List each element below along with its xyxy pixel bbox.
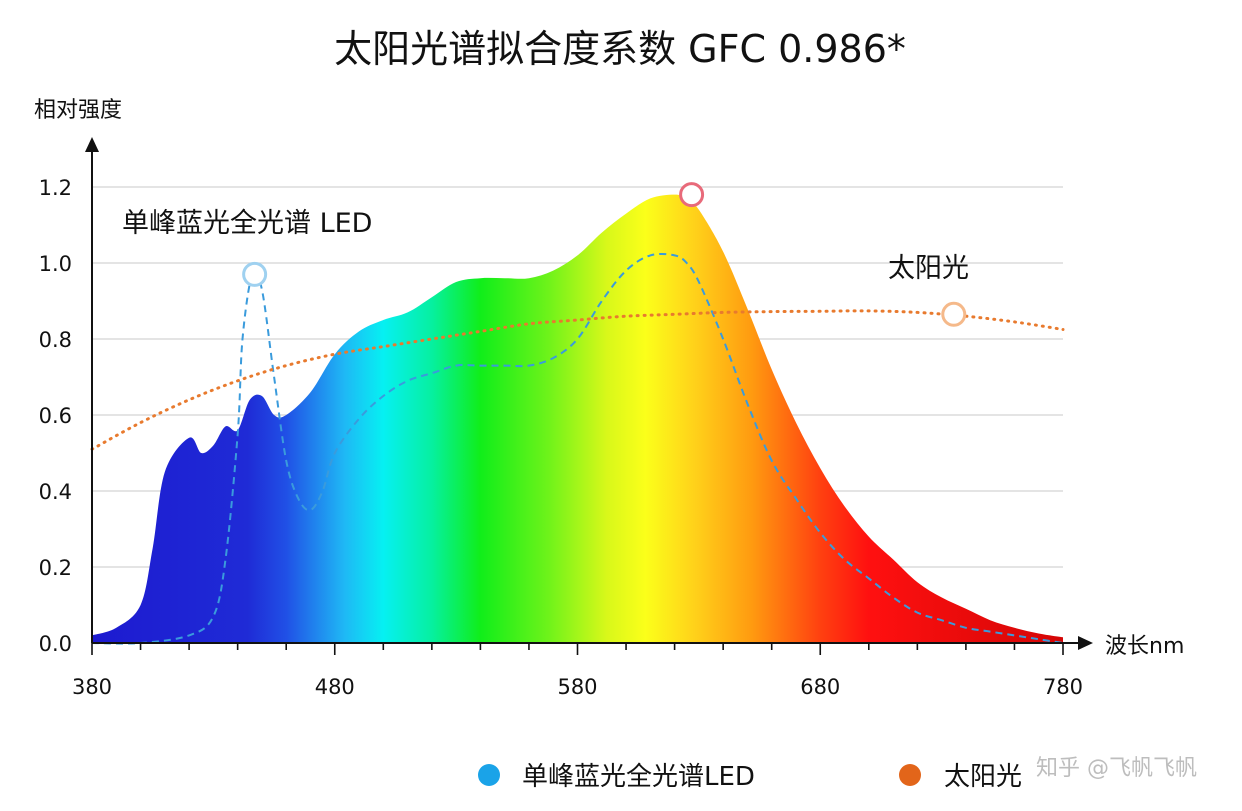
tick-labels: 0.0 0.2 0.4 0.6 0.8 1.0 1.2 380 480 580 680 780: [39, 176, 1083, 699]
legend-swatch-led: [478, 764, 500, 786]
y-tick-label: 1.0: [39, 252, 72, 276]
legend-label-led: 单峰蓝光全光谱LED: [522, 762, 755, 792]
annotation-sunlight: 太阳光: [888, 253, 969, 284]
y-axis-arrow: [85, 137, 99, 152]
peak-marker-0: [242, 261, 268, 287]
x-axis-label: 波长nm: [1105, 634, 1184, 659]
y-tick-label: 0.0: [39, 632, 72, 656]
x-tick-label: 480: [315, 675, 355, 699]
peak-marker-2: [941, 301, 967, 327]
axes: [85, 137, 1093, 655]
y-tick-label: 0.4: [39, 480, 72, 504]
y-tick-label: 0.2: [39, 556, 72, 580]
y-axis-label: 相对强度: [34, 98, 122, 123]
x-tick-label: 580: [557, 675, 597, 699]
spectrum-area: [92, 194, 1063, 643]
y-tick-label: 1.2: [39, 176, 72, 200]
series-line-sunlight: [90, 309, 1065, 451]
annotation-led: 单峰蓝光全光谱 LED: [122, 208, 372, 239]
legend-swatch-sunlight: [899, 764, 921, 786]
x-axis-arrow: [1078, 636, 1093, 650]
legend: 单峰蓝光全光谱LED 太阳光: [478, 762, 1022, 792]
x-tick-label: 680: [800, 675, 840, 699]
legend-label-sunlight: 太阳光: [944, 762, 1022, 792]
chart-title: 太阳光谱拟合度系数 GFC 0.986*: [334, 27, 906, 71]
watermark: 知乎 @飞帆飞帆: [1036, 756, 1197, 781]
x-tick-label: 380: [72, 675, 112, 699]
y-tick-label: 0.8: [39, 328, 72, 352]
y-tick-label: 0.6: [39, 404, 72, 428]
peak-markers: [242, 182, 967, 327]
peak-marker-1: [679, 182, 705, 208]
x-tick-label: 780: [1043, 675, 1083, 699]
spectrum-fill: [92, 194, 1063, 643]
